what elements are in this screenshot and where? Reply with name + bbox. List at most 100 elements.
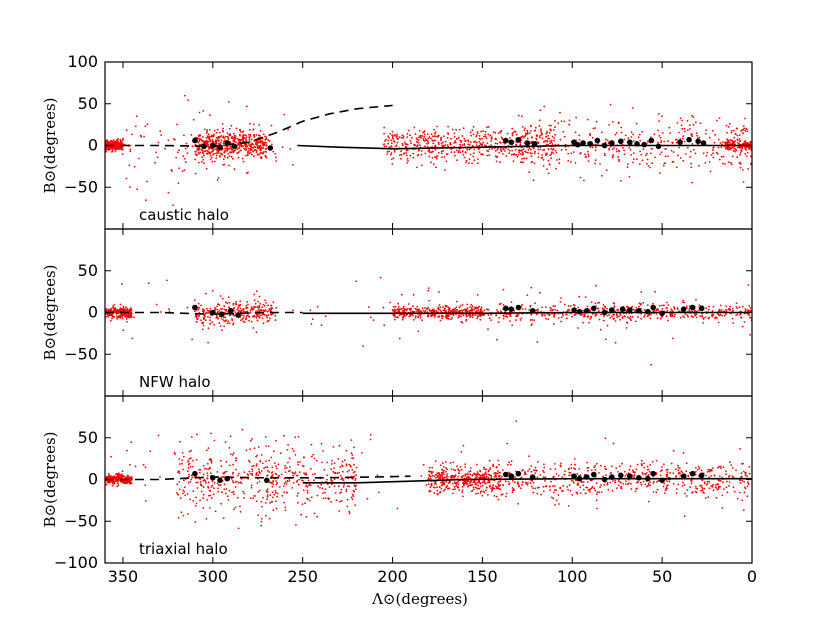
panel-label: caustic halo [139, 206, 229, 224]
sim-point [249, 128, 251, 131]
sim-point [560, 297, 562, 299]
sim-point [529, 152, 532, 154]
sim-point [254, 306, 257, 308]
sim-point [324, 315, 327, 318]
sim-point [413, 310, 416, 313]
sim-point [555, 151, 558, 154]
sim-point [508, 149, 511, 152]
sim-point [732, 141, 735, 143]
sim-point [237, 474, 239, 477]
sim-point [204, 312, 207, 314]
sim-point [245, 304, 248, 307]
sim-point [702, 152, 705, 155]
sim-point [705, 132, 707, 135]
sim-point [605, 338, 607, 341]
sim-point [483, 466, 485, 469]
sim-point [453, 142, 455, 144]
sim-point [130, 309, 133, 312]
sim-point [199, 478, 202, 481]
sim-point [251, 468, 254, 471]
sim-point [331, 463, 333, 465]
sim-point [112, 305, 115, 308]
sim-point [198, 138, 201, 141]
sim-point [486, 142, 489, 145]
sim-point [292, 481, 295, 484]
sim-point [520, 317, 523, 320]
sim-point [119, 303, 122, 306]
sim-point [657, 129, 659, 132]
sim-point [563, 120, 566, 123]
sim-point [206, 472, 209, 474]
sim-point [712, 147, 714, 149]
sim-point [210, 497, 213, 499]
sim-point [724, 142, 727, 145]
sim-point [192, 118, 195, 121]
sim-point [692, 116, 695, 119]
sim-point [219, 155, 222, 158]
sim-point [326, 474, 329, 477]
sim-point [435, 309, 438, 312]
sim-point [479, 138, 482, 141]
sim-point [102, 144, 104, 146]
sim-point [661, 304, 663, 307]
sim-point [498, 151, 501, 154]
sim-point [445, 470, 447, 473]
sim-point [701, 315, 704, 318]
sim-point [630, 131, 633, 134]
sim-point [187, 99, 190, 101]
sim-point [101, 144, 103, 146]
sim-point [106, 475, 108, 478]
sim-point [450, 137, 452, 140]
sim-point [436, 486, 438, 489]
sim-point [635, 158, 638, 161]
sim-point [694, 309, 696, 312]
sim-point [568, 119, 571, 122]
sim-point [260, 524, 262, 527]
sim-point [478, 134, 481, 137]
sim-point [480, 153, 483, 155]
sim-point [212, 149, 215, 152]
sim-point [550, 129, 552, 132]
sim-point [537, 148, 540, 151]
sim-point [456, 465, 458, 468]
sim-point [284, 464, 286, 467]
sim-point [384, 140, 386, 142]
sim-point [213, 487, 215, 490]
sim-point [226, 302, 229, 305]
sim-point [217, 487, 220, 490]
sim-point [736, 313, 739, 316]
sim-point [209, 152, 212, 154]
sim-point [234, 311, 237, 313]
sim-point [647, 140, 649, 143]
sim-point [250, 145, 253, 148]
sim-point [561, 316, 563, 319]
sim-point [157, 141, 160, 144]
sim-point [209, 307, 212, 310]
sim-point [202, 324, 205, 327]
sim-point [572, 151, 575, 154]
sim-point [232, 322, 235, 324]
sim-point [172, 204, 175, 207]
sim-point [625, 305, 628, 308]
sim-point [445, 310, 447, 312]
sim-point [424, 307, 426, 309]
sim-point [445, 160, 448, 163]
sim-point [284, 481, 287, 483]
sim-point [487, 494, 489, 496]
sim-point [407, 303, 410, 305]
sim-point [295, 524, 297, 526]
sim-point [103, 145, 105, 147]
sim-point [574, 131, 577, 134]
sim-point [412, 318, 415, 321]
sim-point [736, 307, 739, 310]
sim-point [573, 313, 576, 316]
sim-point [743, 127, 745, 130]
sim-point [594, 302, 597, 305]
sim-point [128, 164, 131, 167]
sim-point [547, 172, 550, 175]
sim-point [228, 314, 231, 317]
sim-point [747, 313, 750, 315]
sim-point [523, 135, 526, 138]
sim-point [133, 165, 136, 168]
sim-point [747, 168, 750, 170]
